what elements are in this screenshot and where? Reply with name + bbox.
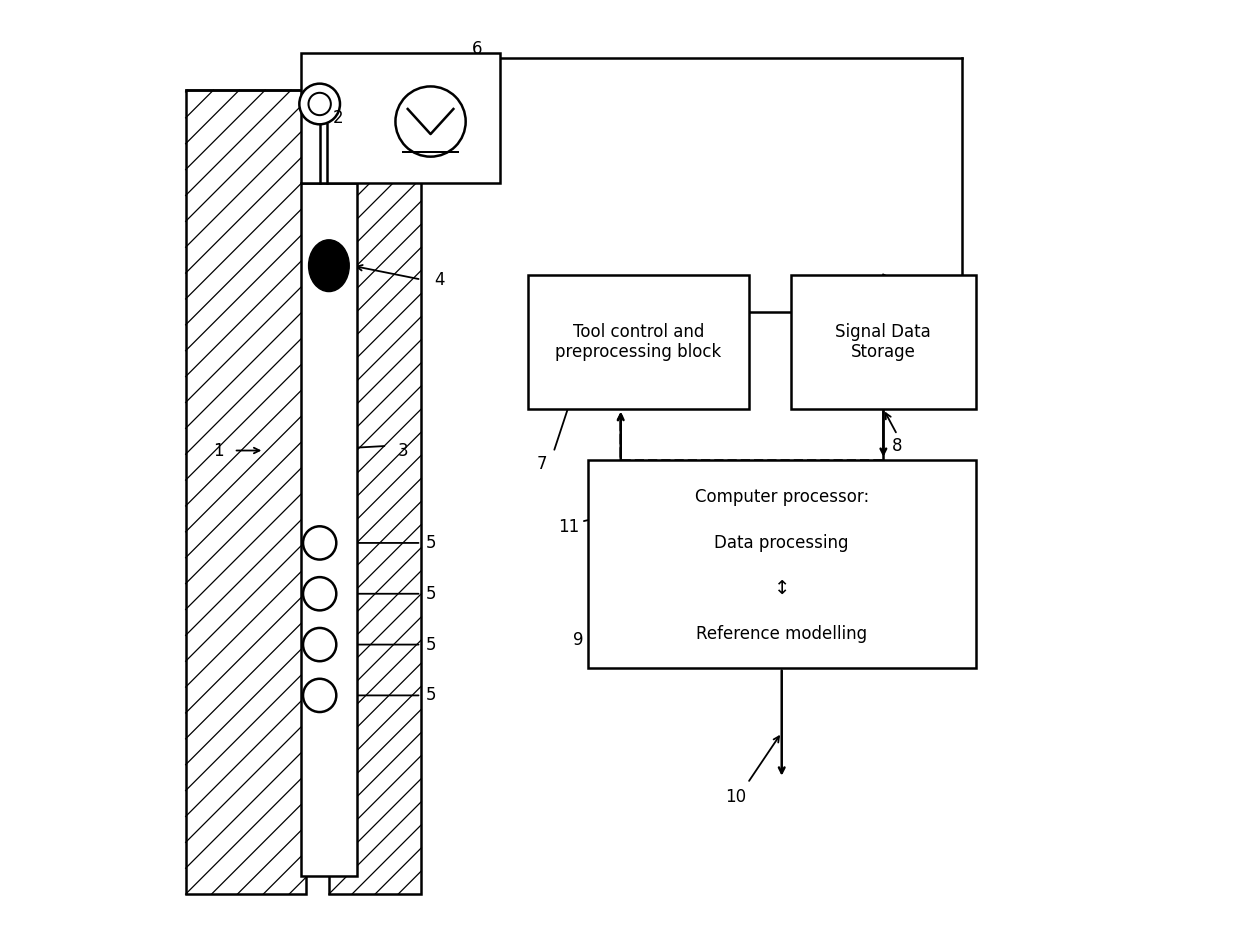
- Text: 2: 2: [332, 109, 343, 127]
- Text: 4: 4: [434, 270, 445, 289]
- Text: 10: 10: [725, 788, 746, 806]
- Bar: [791, 275, 976, 409]
- Text: 3: 3: [398, 442, 408, 460]
- Bar: [527, 275, 749, 409]
- Circle shape: [309, 93, 331, 115]
- Bar: [186, 90, 306, 894]
- Text: ↕: ↕: [774, 579, 790, 598]
- Circle shape: [303, 679, 336, 712]
- Circle shape: [303, 628, 336, 661]
- Text: Data processing: Data processing: [714, 534, 849, 552]
- Text: 7: 7: [536, 455, 547, 474]
- Bar: [301, 53, 500, 183]
- Text: 6: 6: [471, 39, 482, 57]
- Text: 11: 11: [558, 518, 580, 537]
- Text: Reference modelling: Reference modelling: [696, 626, 867, 643]
- Text: Signal Data
Storage: Signal Data Storage: [836, 323, 931, 361]
- Bar: [301, 183, 357, 875]
- Bar: [588, 460, 976, 668]
- Text: 5: 5: [425, 687, 435, 704]
- Ellipse shape: [309, 240, 350, 292]
- Text: 8: 8: [892, 437, 903, 455]
- Circle shape: [299, 83, 340, 125]
- Text: 5: 5: [425, 534, 435, 552]
- Circle shape: [303, 577, 336, 611]
- Text: 9: 9: [573, 631, 584, 649]
- Bar: [329, 90, 422, 894]
- Circle shape: [396, 86, 466, 157]
- Text: 1: 1: [213, 442, 223, 460]
- Text: 5: 5: [425, 636, 435, 654]
- Text: Tool control and
preprocessing block: Tool control and preprocessing block: [556, 323, 722, 361]
- Text: Computer processor:: Computer processor:: [694, 488, 869, 507]
- Text: 5: 5: [425, 584, 435, 603]
- Circle shape: [303, 526, 336, 560]
